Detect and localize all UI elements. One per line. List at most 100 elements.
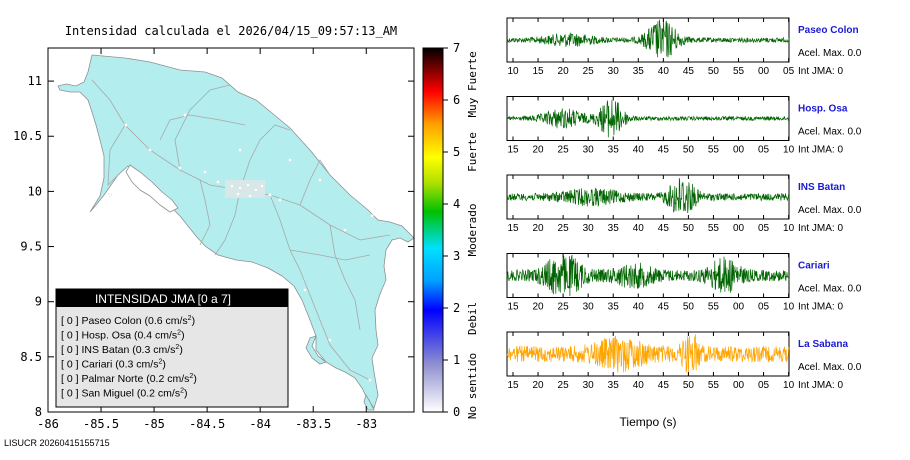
legend-item-name: INS Batan xyxy=(81,344,132,356)
colorbar-class-label: Fuerte xyxy=(466,132,479,172)
waveform-tick-label: 05 xyxy=(758,223,770,234)
colorbar-tick-label: 0 xyxy=(453,405,460,419)
waveform-tick-label: 10 xyxy=(783,302,795,313)
colorbar-ticks: 7 6 5 4 3 2 1 0 xyxy=(443,41,460,419)
time-axis-label: Tiempo (s) xyxy=(620,415,677,429)
station-jma: Int JMA: 0 xyxy=(798,66,843,77)
legend-item-jma: [ 0 ] xyxy=(61,388,81,400)
waveform-trace xyxy=(506,100,789,138)
waveform-tick-label: 40 xyxy=(633,380,645,391)
waveform-tick-label: 05 xyxy=(758,302,770,313)
waveform-panel: 15 20 25 30 35 40 45 50 55 00 05 10 Cariari Acel. Max… xyxy=(506,253,862,313)
legend-item-pga: (0.3 cm/s xyxy=(115,359,158,371)
legend-item-unit-exp: 2 xyxy=(177,330,181,337)
lon-tick-label: -85 xyxy=(143,417,165,431)
waveform-panel: 15 20 25 30 35 40 45 50 55 00 05 10 INS Batan Acel. M… xyxy=(506,174,862,234)
waveform-tick-label: 10 xyxy=(783,145,795,156)
waveform-panel: 15 20 25 30 35 40 45 50 55 00 05 10 Hosp. Osa Acel. M… xyxy=(506,96,862,156)
waveform-tick-label: 55 xyxy=(708,380,720,391)
waveform-tick-label: 10 xyxy=(783,223,795,234)
station-name: Paseo Colon xyxy=(798,25,859,36)
legend-item-name: Paseo Colon xyxy=(81,315,144,327)
colorbar-class-label: No sentido xyxy=(466,353,479,419)
waveform-tick-label: 50 xyxy=(683,223,695,234)
waveform-tick-label: 40 xyxy=(633,302,645,313)
waveform-tick-label: 20 xyxy=(532,302,544,313)
waveform-tick-label: 30 xyxy=(583,380,595,391)
waveform-tick-label: 25 xyxy=(558,380,570,391)
waveform-tick-label: 25 xyxy=(558,223,570,234)
waveform-tick-label: 55 xyxy=(708,302,720,313)
waveform-tick-label: 45 xyxy=(658,145,670,156)
waveform-tick-label: 30 xyxy=(583,302,595,313)
waveform-tick-label: 15 xyxy=(507,302,519,313)
waveform-tick-label: 55 xyxy=(733,66,745,77)
road-network xyxy=(91,79,391,381)
colorbar-tick-label: 6 xyxy=(453,93,460,107)
legend-item-unit-exp: 2 xyxy=(188,315,192,322)
waveform-tick-label: 00 xyxy=(733,145,745,156)
waveform-tick-label: 30 xyxy=(583,145,595,156)
waveform-tick-label: 55 xyxy=(708,223,720,234)
lon-tick-label: -84 xyxy=(249,417,271,431)
waveform-trace xyxy=(506,19,790,58)
waveform-trace xyxy=(506,334,790,375)
waveform-tick-label: 35 xyxy=(633,66,645,77)
station-accel: Acel. Max. 0.0 xyxy=(798,205,862,216)
waveform-tick-label: 45 xyxy=(658,223,670,234)
legend-title: INTENSIDAD JMA [0 a 7] xyxy=(95,292,231,306)
legend-item-close: ) xyxy=(184,388,188,400)
legend-item-pga: (0.4 cm/s xyxy=(134,330,177,342)
waveform-tick-label: 05 xyxy=(783,66,795,77)
waveform-tick-label: 25 xyxy=(558,302,570,313)
lat-tick-label: 9 xyxy=(35,295,42,309)
waveform-tick-label: 10 xyxy=(783,380,795,391)
station-accel: Acel. Max. 0.0 xyxy=(798,284,862,295)
lon-tick-label: -83 xyxy=(355,417,377,431)
lon-tick-label: -85.5 xyxy=(83,417,119,431)
waveform-tick-label: 20 xyxy=(532,145,544,156)
waveform-tick-label: 45 xyxy=(658,302,670,313)
waveform-panel: 15 20 25 30 35 40 45 50 55 00 05 10 La Sabana Acel. M… xyxy=(506,331,862,391)
waveform-tick-label: 00 xyxy=(758,66,770,77)
legend-item-jma: [ 0 ] xyxy=(61,359,81,371)
waveform-tick-label: 35 xyxy=(608,380,620,391)
legend-item-jma: [ 0 ] xyxy=(61,373,81,385)
lat-tick-label: 11 xyxy=(28,74,42,88)
station-name: INS Batan xyxy=(798,182,845,193)
legend-item: [ 0 ] San Miguel (0.2 cm/s2) xyxy=(61,388,187,400)
legend-item-jma: [ 0 ] xyxy=(61,330,81,342)
waveform-tick-label: 50 xyxy=(683,145,695,156)
legend-item-jma: [ 0 ] xyxy=(61,344,81,356)
figure-title: Intensidad calculada el 2026/04/15_09:57… xyxy=(65,24,397,38)
station-accel: Acel. Max. 0.0 xyxy=(798,48,862,59)
map-frame xyxy=(47,47,415,413)
waveform-tick-label: 35 xyxy=(608,145,620,156)
legend-title-bar xyxy=(56,289,288,307)
legend-item: [ 0 ] Cariari (0.3 cm/s2) xyxy=(61,359,166,371)
legend-item-pga: (0.2 cm/s xyxy=(146,373,189,385)
waveform-trace xyxy=(506,254,790,297)
waveform-tick-label: 25 xyxy=(583,66,595,77)
lat-tick-label: 8.5 xyxy=(20,350,42,364)
station-name: Hosp. Osa xyxy=(798,104,848,115)
map-panel: -86 -85.5 -85 -84.5 -84 -83.5 -83 11 10.5 10 9.5 9 8… xyxy=(13,47,415,431)
legend-item: [ 0 ] INS Batan (0.3 cm/s2) xyxy=(61,344,183,356)
station-jma: Int JMA: 0 xyxy=(798,145,843,156)
waveform-tick-label: 30 xyxy=(583,223,595,234)
station-name: La Sabana xyxy=(798,339,848,350)
waveform-tick-label: 30 xyxy=(608,66,620,77)
lat-tick-label: 10.5 xyxy=(13,129,42,143)
legend-item-name: Hosp. Osa xyxy=(81,330,134,342)
waveform-tick-label: 00 xyxy=(733,223,745,234)
waveform-tick-label: 35 xyxy=(608,302,620,313)
waveform-tick-label: 15 xyxy=(507,145,519,156)
colorbar-class-label: Debil xyxy=(466,302,479,335)
legend-item-pga: (0.2 cm/s xyxy=(137,388,180,400)
legend-item-close: ) xyxy=(193,373,197,385)
gulf-of-nicoya xyxy=(125,164,179,213)
lat-tick-label: 8 xyxy=(35,405,42,419)
lat-tick-label: 10 xyxy=(28,184,42,198)
legend-item-unit-exp: 2 xyxy=(189,373,193,380)
